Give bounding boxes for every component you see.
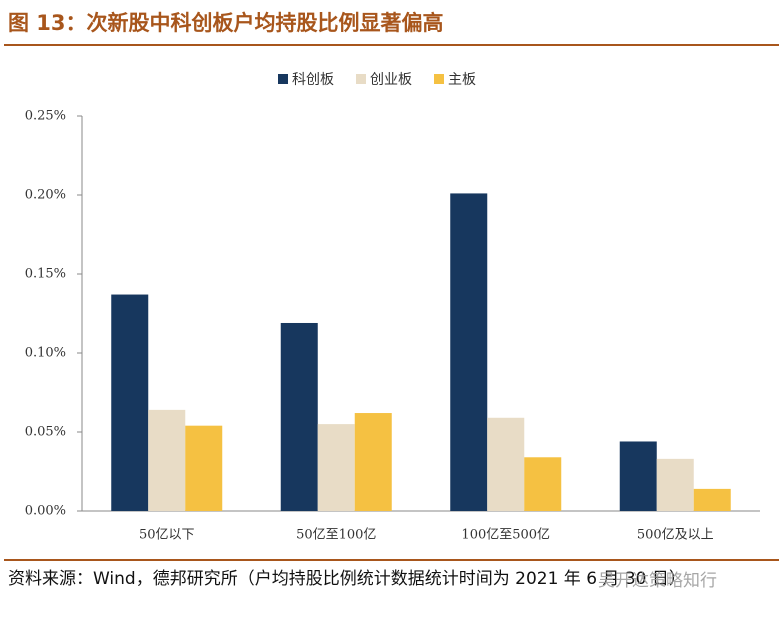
- bar: [354, 413, 392, 511]
- legend-swatch: [278, 74, 288, 84]
- bar: [148, 409, 186, 511]
- x-tick-label: 50亿以下: [139, 528, 195, 543]
- x-tick-label: 50亿至100亿: [296, 528, 376, 543]
- bar: [524, 457, 562, 511]
- source-note: 资料来源：Wind，德邦研究所（户均持股比例统计数据统计时间为 2021 年 6…: [8, 569, 686, 589]
- legend-label: 主板: [448, 72, 476, 88]
- y-tick-label: 0.00%: [25, 504, 66, 519]
- chart-title: 图 13：次新股中科创板户均持股比例显著偏高: [8, 11, 444, 35]
- bar: [487, 417, 525, 511]
- y-tick-label: 0.20%: [25, 188, 66, 203]
- x-tick-label: 100亿至500亿: [461, 528, 550, 543]
- watermark: 吴开达策略知行: [598, 571, 717, 591]
- bar: [619, 441, 657, 511]
- legend-label: 创业板: [370, 72, 412, 88]
- bar: [111, 294, 149, 511]
- y-tick-label: 0.10%: [25, 346, 66, 361]
- y-tick-label: 0.05%: [25, 425, 66, 440]
- legend-label: 科创板: [292, 72, 334, 88]
- legend-swatch: [356, 74, 366, 84]
- bar: [280, 322, 318, 511]
- y-tick-label: 0.25%: [25, 109, 66, 124]
- x-tick-label: 500亿及以上: [637, 528, 714, 543]
- y-tick-label: 0.15%: [25, 267, 66, 282]
- bar: [450, 193, 488, 512]
- bar: [317, 424, 355, 511]
- bar: [185, 425, 223, 511]
- legend-swatch: [434, 74, 444, 84]
- bar: [656, 458, 694, 511]
- bar: [693, 488, 731, 511]
